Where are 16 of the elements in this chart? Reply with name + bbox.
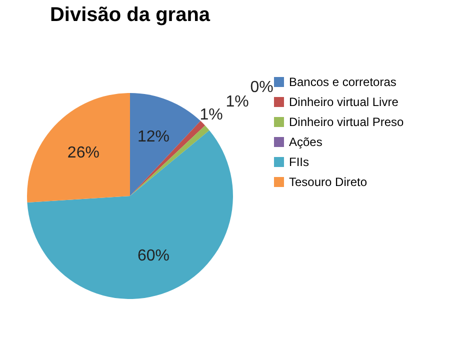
legend-label: Dinheiro virtual Livre bbox=[289, 95, 399, 109]
data-label: 12% bbox=[137, 128, 170, 146]
data-label: 1% bbox=[226, 93, 249, 110]
legend-label: Ações bbox=[289, 135, 322, 149]
pie-slice bbox=[27, 93, 130, 202]
data-label: 1% bbox=[200, 106, 223, 124]
pie-slice bbox=[130, 93, 201, 196]
legend-label: Bancos e corretoras bbox=[289, 75, 396, 89]
chart-title: Divisão da grana bbox=[50, 4, 211, 26]
text: 0% bbox=[250, 79, 274, 96]
legend-label: Dinheiro virtual Preso bbox=[289, 115, 404, 129]
data-label: 60% bbox=[137, 247, 170, 264]
legend-label: Tesouro Direto bbox=[289, 175, 368, 189]
legend-label: FIIs bbox=[289, 155, 309, 169]
pie-slice bbox=[27, 130, 233, 299]
data-label: 26% bbox=[67, 144, 100, 162]
